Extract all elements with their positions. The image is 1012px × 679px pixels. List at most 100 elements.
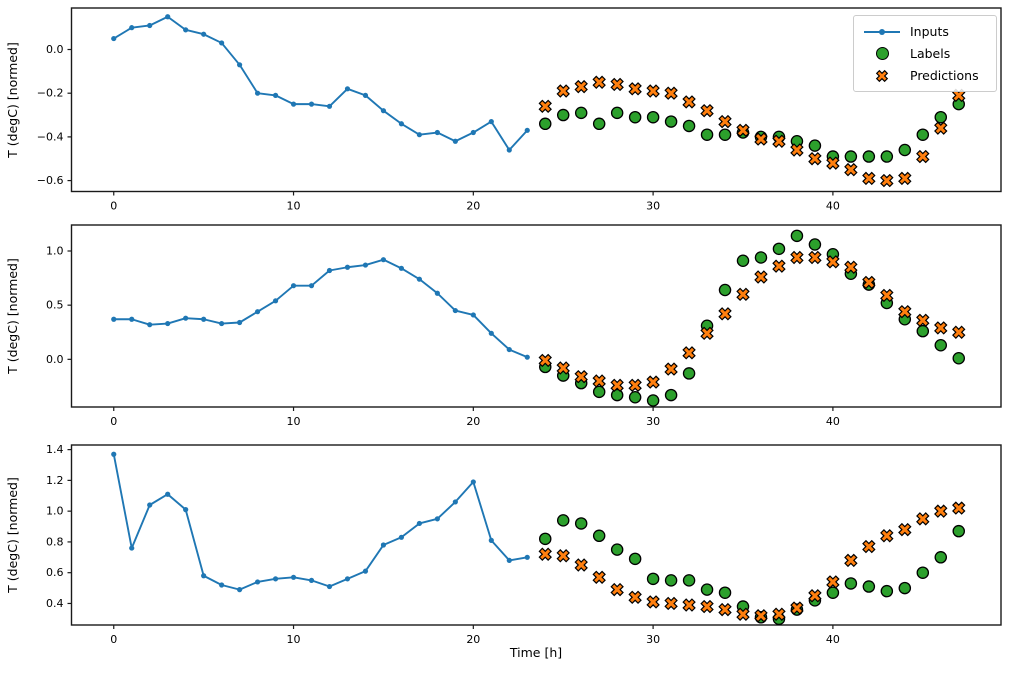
inputs-point xyxy=(362,568,369,574)
predictions-point xyxy=(682,95,696,109)
x-tick-label: 0 xyxy=(110,415,117,428)
x-tick-label: 0 xyxy=(110,633,117,646)
inputs-point xyxy=(201,31,207,37)
inputs-point xyxy=(254,309,261,315)
inputs-point xyxy=(147,322,153,328)
x-tick-label: 30 xyxy=(646,415,660,428)
inputs-point xyxy=(147,22,153,29)
inputs-point xyxy=(147,502,153,508)
inputs-point xyxy=(111,451,117,457)
predictions-point xyxy=(844,162,858,177)
predictions-point xyxy=(808,152,822,166)
y-axis-label-subplot-1: T (degC) [normed] xyxy=(5,42,20,159)
labels-point xyxy=(682,119,696,133)
labels-point xyxy=(862,580,876,593)
inputs-point xyxy=(434,516,440,522)
labels-point xyxy=(538,532,552,546)
subplot-2: 0 10 20 30 40 1.0 0.5 0.0 xyxy=(46,224,1002,428)
labels-point xyxy=(574,106,588,120)
labels-point xyxy=(592,529,606,543)
inputs-point xyxy=(254,90,261,96)
legend-item-predictions: Predictions xyxy=(862,66,988,85)
labels-point xyxy=(898,143,912,157)
labels-point xyxy=(700,583,714,596)
labels-point xyxy=(880,150,894,163)
predictions-point xyxy=(862,275,876,290)
inputs-point xyxy=(290,283,297,289)
inputs-point xyxy=(219,582,225,588)
inputs-point xyxy=(272,298,279,304)
inputs-point xyxy=(488,537,494,543)
inputs-point xyxy=(452,499,458,505)
inputs-point xyxy=(452,307,458,314)
predictions-point xyxy=(916,512,930,526)
predictions-point xyxy=(538,99,552,114)
y-tick-label: −0.6 xyxy=(37,174,64,187)
y-tick-label: 0.0 xyxy=(46,353,64,366)
predictions-point xyxy=(718,307,732,321)
x-tick-label: 40 xyxy=(826,633,840,646)
labels-point xyxy=(538,117,552,131)
predictions-point xyxy=(592,570,606,585)
predictions-point xyxy=(952,325,966,339)
predictions-point xyxy=(772,607,786,621)
labels-point xyxy=(862,150,876,163)
predictions-point xyxy=(610,582,624,597)
y-tick-label: 1.0 xyxy=(46,245,64,258)
labels-point xyxy=(916,566,930,579)
labels-point xyxy=(610,106,624,120)
predictions-point xyxy=(628,378,642,393)
inputs-point xyxy=(290,574,297,580)
labels-point xyxy=(646,394,660,407)
inputs-point xyxy=(111,35,117,42)
predictions-point xyxy=(664,596,678,611)
inputs-point xyxy=(129,25,135,31)
x-tick-label: 20 xyxy=(466,415,480,428)
legend-item-inputs: Inputs xyxy=(862,22,988,41)
predictions-point xyxy=(826,255,840,269)
labels-point xyxy=(646,110,660,124)
predictions-point xyxy=(736,607,750,621)
labels-point xyxy=(556,514,570,527)
predictions-point xyxy=(736,287,750,302)
labels-point xyxy=(664,115,678,128)
labels-point xyxy=(628,110,642,124)
inputs-point xyxy=(344,86,351,92)
labels-point xyxy=(628,390,642,404)
predictions-point xyxy=(934,121,948,135)
inputs-point xyxy=(237,319,243,326)
labels-point xyxy=(628,552,642,566)
predictions-point xyxy=(736,123,750,138)
predictions-point xyxy=(952,501,966,515)
inputs-point xyxy=(272,576,279,582)
predictions-point xyxy=(790,143,804,157)
y-tick-label: 0.4 xyxy=(46,597,64,610)
labels-point xyxy=(718,283,732,297)
inputs-point xyxy=(470,129,476,136)
legend-label-predictions: Predictions xyxy=(910,68,979,83)
inputs-point xyxy=(470,312,476,318)
x-tick-label: 30 xyxy=(646,633,660,646)
inputs-point xyxy=(380,542,387,548)
predictions-point xyxy=(898,304,912,319)
inputs-point xyxy=(165,491,171,497)
predictions-point xyxy=(916,149,930,164)
predictions-point xyxy=(898,522,912,537)
inputs-point xyxy=(524,354,530,360)
y-tick-label: 0.0 xyxy=(46,43,64,56)
inputs-point xyxy=(308,283,315,289)
labels-point xyxy=(592,385,606,399)
inputs-point xyxy=(416,132,422,138)
inputs-point xyxy=(434,129,440,136)
axes-frame xyxy=(70,7,1002,193)
labels-point xyxy=(934,110,948,124)
inputs-swatch-cell xyxy=(862,28,902,35)
inputs-point xyxy=(183,507,189,513)
y-axis-label-subplot-3: T (degC) [normed] xyxy=(5,477,20,594)
predictions-point xyxy=(790,601,804,615)
x-tick-label: 40 xyxy=(826,415,840,428)
labels-point xyxy=(916,128,930,141)
labels-point xyxy=(718,128,732,141)
x-tick-label: 10 xyxy=(287,200,301,213)
predictions-point xyxy=(610,378,624,393)
